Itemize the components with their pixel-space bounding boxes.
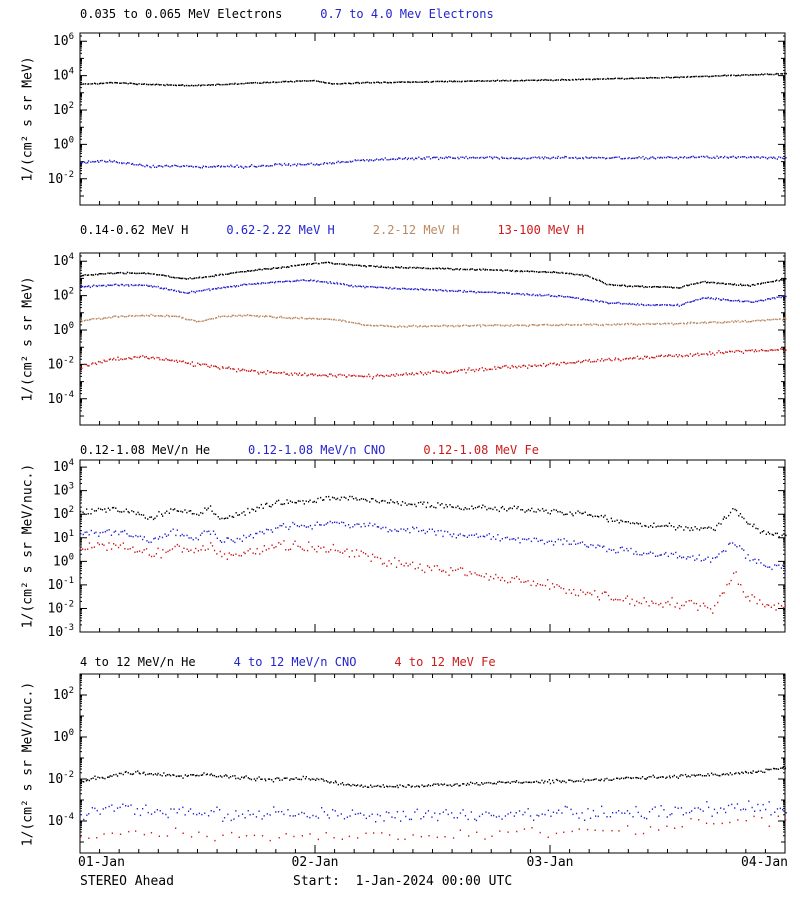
legend-entry: 0.62-2.22 MeV H <box>226 223 335 237</box>
y-tick-label: 10-2 <box>48 770 75 787</box>
series-h-13-100-mev <box>80 348 787 380</box>
panel-legend-protons: 0.14-0.62 MeV H 0.62-2.22 MeV H 2.2-12 MeV… <box>80 223 584 237</box>
y-tick-label: 100 <box>53 552 74 569</box>
x-tick-label: 03-Jan <box>527 855 574 870</box>
y-axis-label-highe-ions: 1/(cm² s sr MeV/nuc.) <box>20 681 36 847</box>
y-axis-label-protons: 1/(cm² s sr MeV) <box>20 276 36 402</box>
legend-entry: 4 to 12 MeV/n He <box>80 655 196 669</box>
panel-3-frame <box>79 673 786 854</box>
panel-3-axes-ticks <box>79 673 786 853</box>
y-tick-label: 106 <box>53 32 74 49</box>
y-tick-label: 10-3 <box>48 623 75 640</box>
series-cno-0.12-1.08-mevn <box>80 520 786 572</box>
panel-0-axes-ticks <box>79 33 786 205</box>
y-tick-label: 100 <box>53 321 74 338</box>
series-fe-0.12-1.08-mev <box>79 540 786 614</box>
panel-2-axes-ticks <box>79 460 786 633</box>
panel-2-frame <box>79 459 786 633</box>
y-tick-label: 104 <box>53 67 74 84</box>
series-h-0.62-2.22-mev <box>80 279 787 307</box>
y-tick-label: 102 <box>53 101 74 118</box>
x-tick-label: 01-Jan <box>78 855 125 870</box>
y-tick-label: 102 <box>53 505 74 522</box>
y-tick-label: 104 <box>53 252 74 269</box>
series-h-0.14-0.62-mev <box>80 261 787 289</box>
y-tick-label: 10-4 <box>48 812 75 829</box>
legend-entry: 4 to 12 MeV Fe <box>394 655 496 669</box>
y-axis-label-electrons: 1/(cm² s sr MeV) <box>20 56 36 182</box>
panel-0-frame <box>79 32 786 206</box>
start-time-label: Start: 1-Jan-2024 00:00 UTC <box>293 874 513 889</box>
panel-legend-highe-ions: 4 to 12 MeV/n He 4 to 12 MeV/n CNO 4 to 12… <box>80 655 496 669</box>
panel-1-axes-ticks <box>79 253 786 425</box>
y-tick-label: 102 <box>53 287 74 304</box>
y-tick-label: 101 <box>53 529 74 546</box>
legend-entry: 0.035 to 0.065 MeV Electrons <box>80 7 283 21</box>
y-axis-label-lowe-ions: 1/(cm² s sr MeV/nuc.) <box>20 463 36 629</box>
series-fe-4-12-mev <box>79 815 787 842</box>
y-tick-label: 10-4 <box>48 390 75 407</box>
series-h-2.2-12-mev <box>80 313 787 328</box>
panel-legend-lowe-ions: 0.12-1.08 MeV/n He 0.12-1.08 MeV/n CNO 0.1… <box>80 443 539 457</box>
panel-legend-electrons: 0.035 to 0.065 MeV Electrons 0.7 to 4.0 M… <box>80 7 494 21</box>
legend-entry: 2.2-12 MeV H <box>372 223 460 237</box>
y-tick-label: 102 <box>53 686 74 703</box>
series-electrons-0.035-0.065-mev <box>80 72 787 87</box>
y-tick-label: 103 <box>53 482 74 499</box>
series-he-0.12-1.08-mevn <box>80 495 787 538</box>
legend-entry: 4 to 12 MeV/n CNO <box>233 655 357 669</box>
spacecraft-label: STEREO Ahead <box>80 874 174 889</box>
y-tick-label: 10-2 <box>48 355 75 372</box>
series-electrons-0.7-4.0-mev <box>80 155 787 170</box>
legend-entry: 0.14-0.62 MeV H <box>80 223 189 237</box>
y-tick-label: 100 <box>53 135 74 152</box>
y-tick-label: 10-1 <box>48 576 75 593</box>
series-cno-4-12-mevn <box>79 800 787 823</box>
legend-entry: 13-100 MeV H <box>497 223 585 237</box>
x-tick-label: 02-Jan <box>292 855 339 870</box>
series-he-4-12-mevn <box>80 766 786 789</box>
legend-entry: 0.12-1.08 MeV/n He <box>80 443 211 457</box>
x-tick-label: 04-Jan <box>741 855 788 870</box>
legend-entry: 0.7 to 4.0 Mev Electrons <box>320 7 494 21</box>
y-tick-label: 104 <box>53 458 74 475</box>
y-tick-label: 10-2 <box>48 170 75 187</box>
y-tick-label: 10-2 <box>48 599 75 616</box>
y-tick-label: 100 <box>53 728 74 745</box>
legend-entry: 0.12-1.08 MeV Fe <box>423 443 539 457</box>
legend-entry: 0.12-1.08 MeV/n CNO <box>248 443 386 457</box>
